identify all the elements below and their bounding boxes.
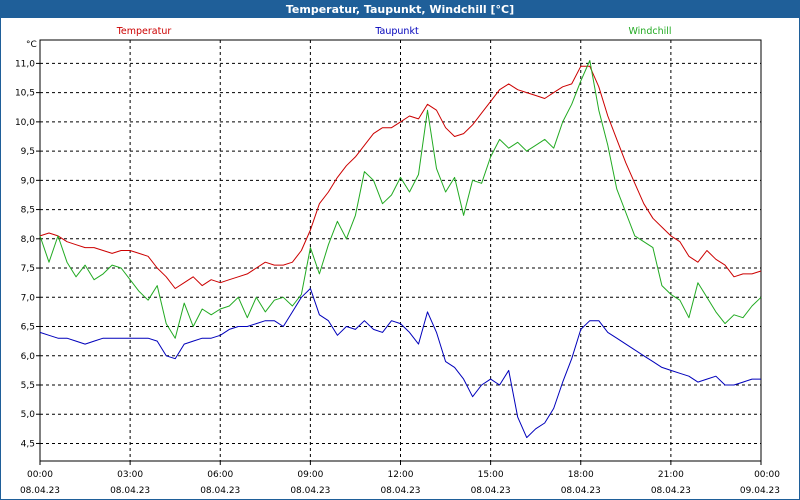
x-tick-time-label: 00:00 (754, 470, 780, 480)
x-tick-date-label: 08.04.23 (200, 486, 240, 496)
y-tick-label: 5,0 (21, 410, 36, 420)
y-tick-label: 9,5 (21, 147, 35, 157)
legend-item-taupunkt: Taupunkt (374, 26, 419, 37)
x-tick-date-label: 08.04.23 (471, 486, 511, 496)
x-axis-ticks: 00:00 08.04.23 03:00 08.04.23 06:00 08.04.23 0… (20, 461, 780, 496)
x-tick-date-label: 09.04.23 (740, 486, 780, 496)
chart-title: Temperatur, Taupunkt, Windchill [°C] (1, 1, 799, 18)
y-tick-label: 6,5 (21, 323, 35, 333)
y-tick-label: 10,5 (15, 89, 35, 99)
x-tick-time-label: 21:00 (658, 470, 684, 480)
x-tick-time-label: 03:00 (117, 470, 143, 480)
y-tick-label: 10,0 (15, 118, 35, 128)
x-tick-time-label: 00:00 (27, 470, 53, 480)
y-tick-label: 11,0 (15, 59, 35, 69)
y-tick-label: 6,0 (21, 352, 36, 362)
x-tick-date-label: 08.04.23 (561, 486, 601, 496)
series-line-taupunkt (39, 288, 761, 439)
legend-item-temperatur: Temperatur (116, 26, 172, 37)
series-line-temperatur (39, 65, 762, 289)
x-tick-time-label: 12:00 (388, 470, 414, 480)
x-tick-date-label: 08.04.23 (651, 486, 691, 496)
y-tick-label: 7,0 (21, 293, 36, 303)
x-tick-date-label: 08.04.23 (110, 486, 150, 496)
plot-grid (40, 40, 761, 461)
legend: Temperatur Taupunkt Windchill (116, 26, 672, 37)
y-tick-label: 4,5 (21, 439, 35, 449)
x-tick-time-label: 18:00 (568, 470, 594, 480)
x-tick-date-label: 08.04.23 (20, 486, 60, 496)
y-tick-label: 7,5 (21, 264, 35, 274)
y-axis-unit-label: °C (26, 40, 37, 50)
x-tick-time-label: 15:00 (478, 470, 504, 480)
y-tick-label: 5,5 (21, 381, 35, 391)
legend-item-windchill: Windchill (628, 26, 671, 37)
x-tick-time-label: 09:00 (297, 470, 323, 480)
data-lines (39, 60, 762, 439)
series-line-windchill (39, 60, 762, 339)
y-tick-label: 8,0 (21, 235, 36, 245)
x-tick-time-label: 06:00 (207, 470, 233, 480)
y-tick-label: 9,0 (21, 176, 36, 186)
x-tick-date-label: 08.04.23 (290, 486, 330, 496)
y-tick-label: 8,5 (21, 206, 35, 216)
x-tick-date-label: 08.04.23 (380, 486, 420, 496)
y-axis-ticks: 4,5 5,0 5,5 6,0 6,5 7,0 7,5 8,0 8,5 9,0 9,5 10,0 10,… (15, 59, 40, 449)
